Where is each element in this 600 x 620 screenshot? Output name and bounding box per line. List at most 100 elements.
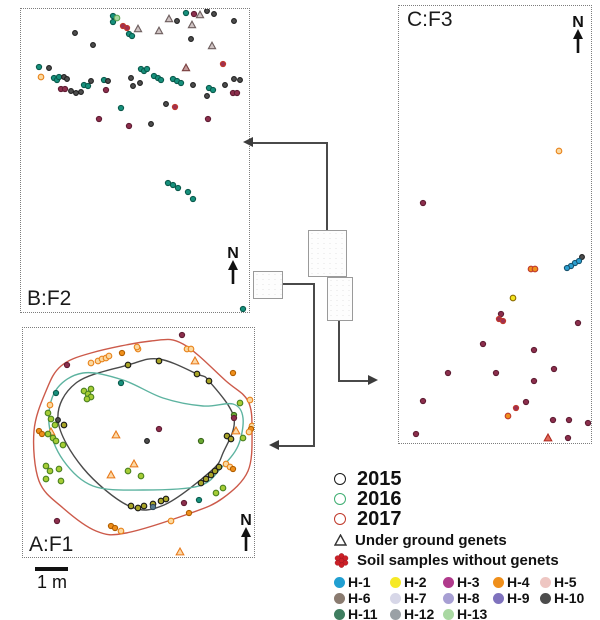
scale-bar-label: 1 m: [37, 572, 68, 592]
scatter-point: [531, 265, 539, 273]
soil-samples-icon: [334, 552, 349, 568]
scatter-point: [42, 475, 50, 483]
scatter-point: [60, 421, 68, 429]
scatter-point: [46, 65, 52, 71]
scatter-point: [109, 18, 117, 26]
scatter-point: [124, 361, 132, 369]
scatter-point: [497, 310, 505, 318]
scatter-point: [230, 414, 238, 422]
connector-line: [278, 445, 315, 447]
year-circle-icon: [334, 473, 346, 485]
legend-year-2017: 2017: [334, 507, 598, 530]
scatter-point: [231, 18, 237, 24]
scatter-point: [84, 82, 92, 90]
scatter-point: [163, 101, 169, 107]
panel-label-b-f2: B:F2: [27, 287, 72, 310]
genet-color-dot: [443, 592, 454, 604]
scatter-point: [55, 465, 63, 473]
scatter-point: [227, 435, 235, 443]
scatter-layer-a-f1: [32, 331, 254, 556]
scatter-point: [167, 517, 175, 525]
year-label: 2017: [357, 507, 402, 530]
scatter-point: [555, 147, 563, 155]
connector-line: [313, 283, 315, 447]
scatter-point: [53, 517, 61, 525]
legend-genet-H-5: H-5: [540, 574, 598, 590]
scatter-point: [162, 495, 170, 503]
scatter-point: [157, 76, 165, 84]
genet-color-dot: [334, 576, 345, 588]
scatter-point: [144, 438, 150, 444]
scatter-point: [178, 331, 186, 339]
scale-bar-line: [35, 567, 68, 571]
scatter-triangle: [133, 24, 143, 33]
scatter-point: [57, 477, 65, 485]
scatter-point: [419, 397, 427, 405]
scatter-point: [117, 379, 125, 387]
scatter-point: [148, 121, 154, 127]
scatter-point: [133, 343, 141, 351]
inset-map-2: [253, 271, 283, 299]
scatter-point: [530, 346, 538, 354]
scatter-point: [550, 365, 558, 373]
scatter-point: [419, 199, 427, 207]
scatter-point: [164, 179, 172, 187]
scatter-point: [565, 416, 573, 424]
scatter-point: [563, 264, 571, 272]
connector-line: [326, 142, 328, 231]
scatter-point: [111, 524, 119, 532]
panel-label-c-f3: C:F3: [407, 8, 453, 31]
scatter-point: [239, 305, 247, 312]
triangle-icon: [333, 533, 348, 546]
scatter-point: [245, 428, 253, 436]
scatter-point: [68, 88, 74, 94]
north-arrow-icon: [241, 527, 251, 551]
scatter-triangle: [187, 20, 197, 29]
scatter-point: [149, 503, 157, 511]
scatter-point: [90, 42, 96, 48]
connector-line: [338, 380, 369, 382]
genet-color-dot: [443, 576, 454, 588]
scatter-point: [237, 77, 243, 83]
scatter-triangle: [175, 546, 185, 556]
panel-a-f1: A:F1 N: [22, 327, 255, 558]
scatter-point: [42, 462, 50, 470]
year-circle-icon: [334, 513, 346, 525]
scatter-point: [95, 115, 103, 123]
scatter-point: [239, 434, 247, 442]
scatter-point: [574, 319, 582, 327]
connector-line: [281, 283, 314, 285]
scatter-point: [59, 441, 67, 449]
scatter-point: [222, 82, 228, 88]
scatter-triangle: [231, 425, 241, 435]
legend-genet-H-6: H-6: [334, 590, 390, 606]
genet-color-dot: [390, 592, 401, 604]
scatter-point: [204, 93, 210, 99]
scatter-point: [564, 434, 572, 442]
scatter-point: [204, 9, 210, 14]
north-label: N: [572, 14, 584, 31]
scatter-point: [522, 398, 530, 406]
legend-genet-H-13: H-13: [443, 606, 493, 620]
scatter-point: [113, 14, 121, 22]
genet-label: H-7: [404, 590, 427, 606]
legend-soil-samples: Soil samples without genets: [334, 551, 598, 569]
scatter-point: [219, 60, 227, 68]
scatter-triangle: [181, 63, 191, 72]
scatter-point: [193, 370, 201, 378]
scatter-point: [197, 437, 205, 445]
scatter-point: [444, 369, 452, 377]
scatter-point: [72, 30, 78, 36]
scatter-point: [83, 395, 91, 403]
genet-color-dot: [493, 576, 504, 588]
scatter-point: [174, 184, 182, 192]
genet-color-dot: [334, 608, 345, 620]
scatter-point: [504, 412, 512, 420]
north-arrow-icon: [228, 260, 238, 284]
scatter-layer-c-f3: [412, 147, 591, 442]
scatter-point: [204, 115, 212, 123]
scatter-point: [105, 352, 113, 360]
legend-genet-H-11: H-11: [334, 606, 390, 620]
scatter-point: [73, 90, 79, 96]
